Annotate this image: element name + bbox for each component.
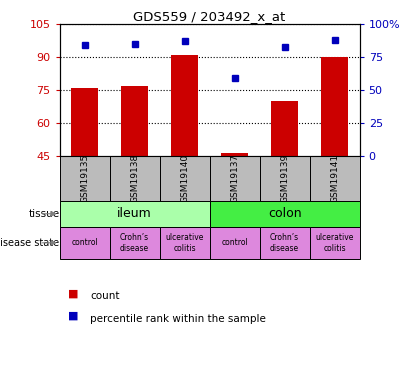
Text: GSM19135: GSM19135 [80, 153, 89, 203]
Text: GSM19139: GSM19139 [280, 153, 289, 203]
Text: percentile rank within the sample: percentile rank within the sample [90, 314, 266, 324]
Bar [110, 156, 159, 201]
Bar [221, 153, 248, 156]
Text: colon: colon [268, 207, 301, 220]
Text: ileum: ileum [117, 207, 152, 220]
Bar [60, 201, 210, 227]
Bar [210, 227, 260, 259]
Text: control: control [71, 238, 98, 248]
Text: Crohn’s
disease: Crohn’s disease [120, 233, 149, 252]
Text: GSM19138: GSM19138 [130, 153, 139, 203]
Bar [210, 156, 260, 201]
Title: GDS559 / 203492_x_at: GDS559 / 203492_x_at [134, 10, 286, 23]
Bar [309, 156, 360, 201]
Text: tissue: tissue [28, 209, 60, 219]
Text: Crohn’s
disease: Crohn’s disease [270, 233, 299, 252]
Bar [60, 227, 110, 259]
Text: ulcerative
colitis: ulcerative colitis [165, 233, 204, 252]
Text: count: count [90, 291, 120, 301]
Bar [260, 156, 309, 201]
Text: disease state: disease state [0, 238, 60, 248]
Bar [159, 156, 210, 201]
Text: ulcerative
colitis: ulcerative colitis [315, 233, 354, 252]
Bar [210, 201, 360, 227]
Bar [171, 55, 199, 156]
Text: GSM19140: GSM19140 [180, 154, 189, 203]
Text: ■: ■ [68, 288, 79, 298]
Bar [110, 227, 159, 259]
Bar [260, 227, 309, 259]
Text: ■: ■ [68, 311, 79, 321]
Bar [71, 88, 98, 156]
Bar [121, 86, 148, 156]
Bar [309, 227, 360, 259]
Text: GSM19137: GSM19137 [230, 153, 239, 203]
Bar [159, 227, 210, 259]
Bar [271, 101, 298, 156]
Text: control: control [221, 238, 248, 248]
Bar [60, 156, 110, 201]
Text: GSM19141: GSM19141 [330, 154, 339, 203]
Bar [321, 57, 349, 156]
